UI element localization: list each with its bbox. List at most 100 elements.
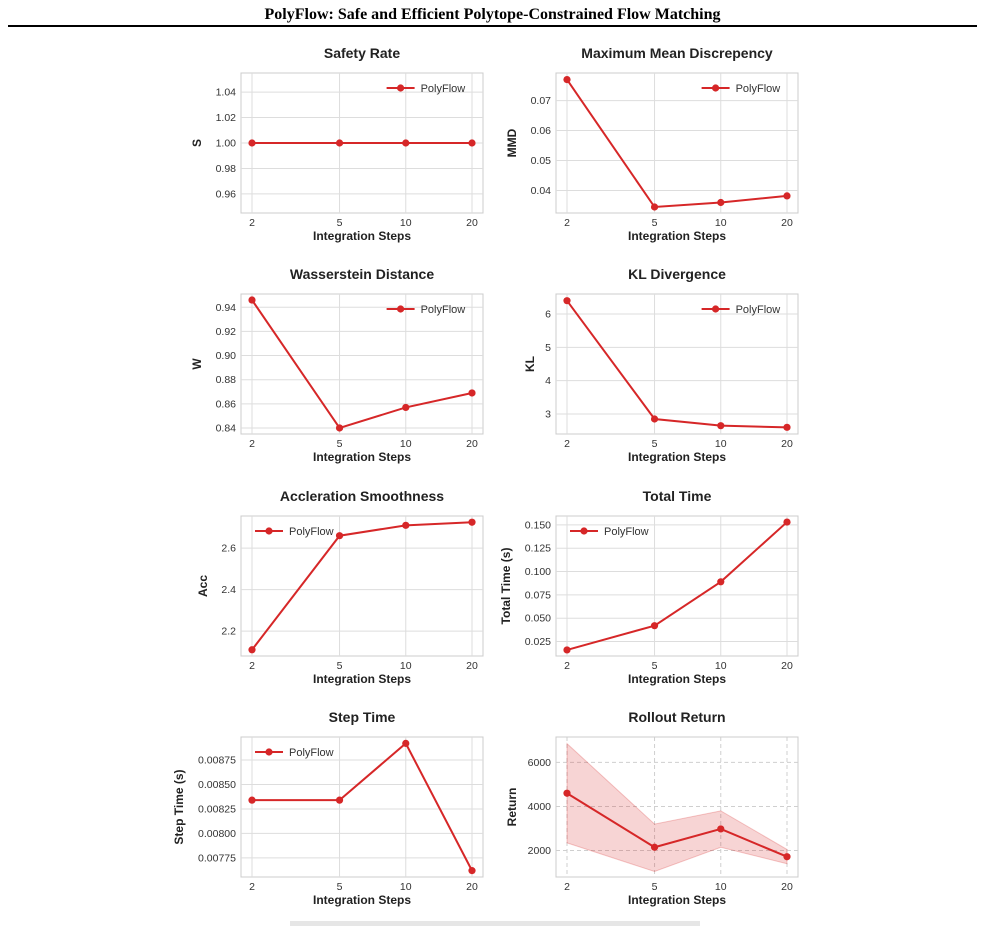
data-point [563, 789, 571, 797]
plot-area [240, 293, 484, 435]
data-point [248, 796, 256, 804]
legend-marker [265, 748, 273, 756]
series-line [566, 79, 788, 209]
y-tick-label: 2.2 [221, 626, 236, 638]
y-axis-label: Total Time (s) [499, 548, 513, 625]
plot-area [240, 736, 484, 878]
x-tick-label: 10 [400, 881, 412, 893]
series-line [252, 741, 473, 872]
legend-label: PolyFlow [604, 526, 649, 538]
x-tick-label: 5 [652, 217, 658, 229]
chart-title: Wasserstein Distance [290, 266, 434, 282]
chart-title: Total Time [643, 488, 712, 504]
x-tick-label: 2 [249, 438, 255, 450]
y-tick-label: 1.02 [216, 112, 237, 124]
legend-marker [712, 305, 720, 313]
data-point [402, 739, 410, 747]
chart-panel: 2 5 10 20 3 4 5 6 KL Divergence Integration Steps… [523, 266, 799, 464]
x-tick-label: 5 [337, 881, 343, 893]
y-tick-label: 0.06 [531, 125, 552, 137]
data-point [717, 198, 725, 207]
data-point [783, 423, 791, 431]
x-axis-label: Integration Steps [313, 672, 411, 686]
legend-marker [580, 527, 588, 535]
x-tick-label: 10 [715, 881, 727, 893]
y-tick-label: 6 [545, 309, 551, 321]
chart-panel: 2 5 10 20 2.2 2.4 2.6 Accleration Smoothness Int… [196, 488, 484, 686]
data-point [248, 296, 256, 304]
y-tick-label: 0.05 [531, 155, 552, 167]
x-tick-label: 20 [781, 660, 793, 672]
y-tick-label: 0.100 [525, 566, 551, 578]
y-tick-label: 0.84 [216, 422, 237, 434]
data-point [402, 403, 410, 412]
x-tick-label: 10 [715, 438, 727, 450]
x-tick-label: 20 [466, 438, 478, 450]
data-point [717, 422, 725, 430]
data-point [650, 843, 659, 851]
data-point [717, 578, 725, 586]
series-line [566, 792, 788, 858]
header-rule [8, 25, 977, 27]
y-tick-label: 0.050 [525, 613, 551, 625]
series-line [251, 299, 473, 430]
data-point [248, 646, 256, 654]
confidence-band [566, 742, 788, 873]
y-tick-label: 0.94 [216, 302, 237, 314]
x-tick-label: 10 [400, 660, 412, 672]
x-tick-label: 10 [400, 438, 412, 450]
y-tick-label: 0.00850 [198, 779, 236, 791]
x-tick-label: 10 [715, 660, 727, 672]
chart-panel: 2 5 10 20 2000 4000 6000 Rollout Return Integrat… [505, 709, 799, 907]
legend-label: PolyFlow [736, 83, 781, 95]
x-tick-label: 10 [715, 217, 727, 229]
data-point [335, 424, 344, 432]
x-tick-label: 5 [652, 881, 658, 893]
x-tick-label: 5 [337, 438, 343, 450]
series-line [251, 521, 473, 651]
data-point [783, 192, 791, 200]
data-point [650, 415, 659, 423]
plot-area [555, 515, 799, 657]
legend-label: PolyFlow [289, 747, 334, 759]
x-tick-label: 2 [564, 438, 570, 450]
y-tick-label: 1.00 [216, 138, 237, 150]
x-tick-label: 10 [400, 217, 412, 229]
y-tick-label: 0.00875 [198, 755, 236, 767]
plot-area [555, 72, 799, 214]
data-point [650, 203, 659, 211]
y-axis-label: Step Time (s) [172, 769, 186, 844]
y-tick-label: 0.04 [531, 185, 552, 197]
y-tick-label: 0.125 [525, 543, 551, 555]
legend-label: PolyFlow [736, 304, 781, 316]
data-point [563, 646, 571, 654]
y-tick-label: 0.075 [525, 589, 551, 601]
chart-panel: 2 5 10 20 0.00775 0.00800 0.00825 0.00850 0.0087… [172, 709, 484, 907]
chart-title: Accleration Smoothness [280, 488, 444, 504]
y-tick-label: 0.00825 [198, 803, 236, 815]
paper-header-title: PolyFlow: Safe and Efficient Polytope-Co… [264, 6, 721, 23]
y-tick-label: 0.025 [525, 636, 551, 648]
chart-panel: 2 5 10 20 0.025 0.050 0.075 0.100 0.125 0.150 Tota… [499, 488, 799, 686]
x-axis-label: Integration Steps [313, 893, 411, 907]
plot-area [555, 736, 799, 878]
x-tick-label: 2 [249, 660, 255, 672]
chart-title: Safety Rate [324, 45, 400, 61]
x-tick-label: 5 [337, 217, 343, 229]
x-tick-label: 20 [466, 660, 478, 672]
x-axis-label: Integration Steps [628, 229, 726, 243]
series-line [566, 521, 788, 651]
y-tick-label: 0.07 [531, 95, 552, 107]
data-point [563, 75, 571, 84]
x-axis-label: Integration Steps [628, 672, 726, 686]
data-point [468, 139, 476, 147]
legend-label: PolyFlow [421, 304, 466, 316]
legend-marker [712, 84, 720, 92]
data-point [650, 622, 659, 630]
x-tick-label: 20 [781, 438, 793, 450]
y-tick-label: 4 [545, 375, 551, 387]
data-point [783, 518, 791, 526]
x-tick-label: 20 [781, 217, 793, 229]
y-tick-label: 6000 [528, 757, 552, 769]
